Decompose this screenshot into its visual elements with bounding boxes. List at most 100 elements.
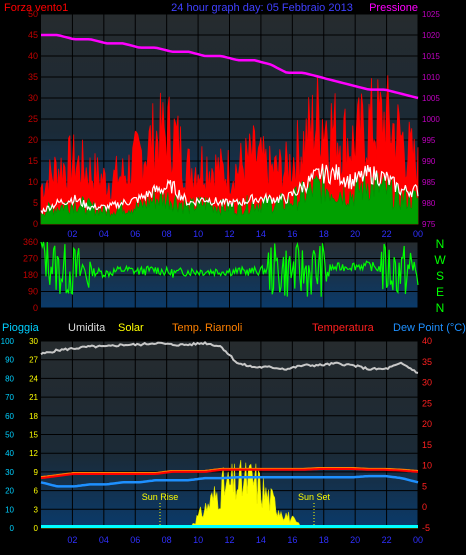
wind-tick-label: 30 [28,93,38,103]
rain-tick-label: 60 [5,412,14,421]
solar-tick-label: 15 [29,431,38,440]
rain-bar [41,525,418,528]
rain-tick-label: 50 [5,431,14,440]
x-tick-label: 02 [67,229,77,239]
rain-left-axis: 0 10 20 30 40 50 60 70 80 90 100 [1,337,15,533]
compass-label: N [436,301,445,315]
direction-tick-label: 90 [28,287,38,297]
wind-tick-label: 0 [33,219,38,229]
x-tick-label: 20 [350,229,360,239]
wind-marks [40,33,419,225]
wind-left-axis: 0 5 10 15 20 25 30 35 40 45 50 [28,9,38,229]
solar-tick-label: 24 [29,374,38,383]
temperature-grid [41,340,419,529]
rain-tick-label: 10 [5,505,14,514]
x-tick-label: 22 [382,229,392,239]
solar-tick-label: 3 [34,505,39,514]
solar-tick-label: 27 [29,356,38,365]
temperature-humidity-panel: Pioggia Umidita Solar Temp. Riarnoli Tem… [1,322,466,545]
x-tick-label: 10 [193,535,203,545]
solar-tick-label: 30 [29,337,38,346]
pressure-tick-label: 1020 [422,31,440,40]
x-tick-label: 22 [382,535,392,545]
pressure-tick-label: 1025 [422,10,440,19]
x-tick-label: 08 [162,229,172,239]
x-tick-label: 00 [413,535,423,545]
temperature-tick-label: 40 [422,336,432,346]
compass-label: W [434,253,446,267]
pressure-tick-label: 975 [422,220,436,229]
pressure-tick-label: 995 [422,136,436,145]
x-tick-label: 16 [287,535,297,545]
rain-tick-label: 100 [1,337,15,346]
rain-tick-label: 30 [5,468,14,477]
temperature-label: Temperatura [312,322,375,334]
solar-tick-label: 12 [29,449,38,458]
temperature-x-axis: 02 04 06 08 10 12 14 16 18 20 22 00 [67,535,423,545]
temperature-tick-label: 15 [422,440,432,450]
solar-tick-label: 18 [29,412,38,421]
rain-tick-label: 70 [5,393,14,402]
rain-tick-label: 40 [5,449,14,458]
wind-tick-label: 10 [28,177,38,187]
compass-label: S [436,269,444,283]
dew-point-label: Dew Point (°C) [393,322,466,334]
humidity-line [40,341,419,374]
temperature-tick-label: 30 [422,378,432,388]
wind-pressure-panel: Forza vento1 24 hour graph day: 05 Febbr… [4,2,440,239]
rain-tick-label: 80 [5,374,14,383]
heat-index-label: Temp. Riarnoli [172,322,242,334]
wind-tick-label: 35 [28,72,38,82]
rain-mid-axis: 0 3 6 9 12 15 18 21 24 27 30 [29,337,38,533]
direction-line [40,241,419,297]
x-tick-label: 06 [130,535,140,545]
x-tick-label: 08 [162,535,172,545]
compass-label: N [436,237,445,251]
direction-tick-label: 360 [23,237,38,247]
direction-left-axis: 0 90 180 270 360 [23,237,38,313]
sun-rise-label: Sun Rise [142,492,179,502]
wind-tick-label: 20 [28,135,38,145]
wind-tick-label: 40 [28,51,38,61]
x-tick-label: 18 [319,229,329,239]
direction-tick-label: 0 [33,303,38,313]
wind-line [40,163,419,215]
humidity-label: Umidita [68,322,106,334]
wind-left-label: Forza vento1 [4,2,68,14]
compass-label: E [436,285,444,299]
x-tick-label: 10 [193,229,203,239]
wind-tick-label: 50 [28,9,38,19]
temperature-tick-label: 0 [422,502,427,512]
direction-tick-label: 180 [23,270,38,280]
solar-tick-label: 6 [34,487,39,496]
solar-label: Solar [118,322,144,334]
x-tick-label: 14 [256,229,266,239]
solar-tick-label: 9 [34,468,39,477]
temperature-tick-label: 20 [422,419,432,429]
wind-tick-label: 15 [28,156,38,166]
pressure-tick-label: 985 [422,178,436,187]
temperature-tick-label: -5 [422,523,430,533]
pressure-tick-label: 1000 [422,115,440,124]
x-tick-label: 16 [287,229,297,239]
x-tick-label: 12 [224,535,234,545]
sun-set-label: Sun Set [298,492,331,502]
temperature-tick-label: 35 [422,357,432,367]
wind-tick-label: 25 [28,114,38,124]
x-tick-label: 02 [67,535,77,545]
x-tick-label: 20 [350,535,360,545]
temperature-tick-label: 10 [422,461,432,471]
pressure-tick-label: 1010 [422,73,440,82]
x-tick-label: 00 [413,229,423,239]
rain-tick-label: 90 [5,356,14,365]
direction-grid [41,241,419,309]
temperature-line [40,468,419,480]
pressure-line [41,33,419,100]
solar-tick-label: 21 [29,393,38,402]
temperature-marks [40,341,419,529]
temperature-tick-label: 25 [422,398,432,408]
direction-tick-label: 270 [23,254,38,264]
